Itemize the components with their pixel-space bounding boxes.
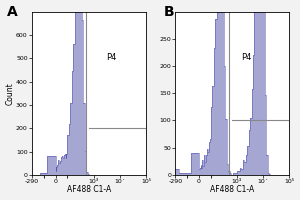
- Text: P4: P4: [106, 53, 116, 62]
- Text: P4: P4: [242, 53, 252, 62]
- X-axis label: AF488 C1-A: AF488 C1-A: [67, 185, 111, 194]
- Text: B: B: [164, 5, 175, 19]
- X-axis label: AF488 C1-A: AF488 C1-A: [210, 185, 254, 194]
- Y-axis label: Count: Count: [6, 82, 15, 105]
- Text: A: A: [7, 5, 17, 19]
